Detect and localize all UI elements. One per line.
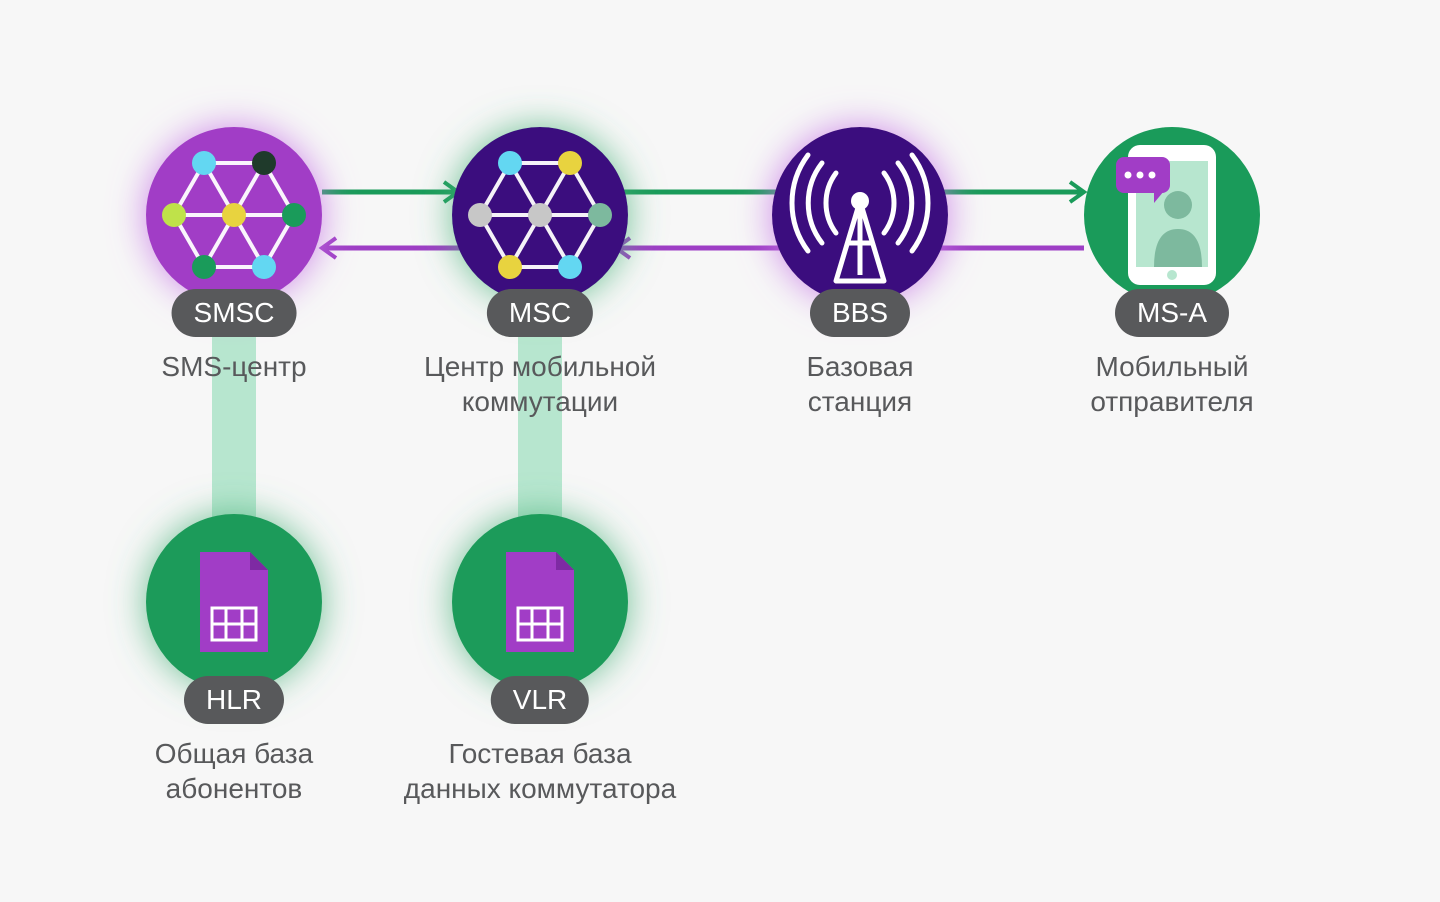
badge-smsc: SMSC: [172, 289, 297, 337]
node-vlr: [452, 514, 628, 690]
node-hlr: [146, 514, 322, 690]
node-bbs: [772, 127, 948, 303]
desc-hlr: Общая база абонентов: [155, 736, 313, 806]
desc-bbs: Базовая станция: [806, 349, 913, 419]
badge-msa: MS-A: [1115, 289, 1229, 337]
badge-vlr: VLR: [491, 676, 589, 724]
desc-vlr: Гостевая база данных коммутатора: [404, 736, 676, 806]
desc-smsc: SMS-центр: [161, 349, 306, 384]
arrow-forward-green: [322, 182, 1084, 202]
desc-msa: Мобильный отправителя: [1090, 349, 1253, 419]
badge-bbs: BBS: [810, 289, 910, 337]
node-msa: [1084, 127, 1260, 303]
diagram-stage: SMSC MSC BBS MS-A HLR VLR SMS-центр Цент…: [0, 0, 1440, 902]
desc-msc: Центр мобильной коммутации: [424, 349, 656, 419]
badge-msc: MSC: [487, 289, 593, 337]
node-msc: [452, 127, 628, 303]
badge-hlr: HLR: [184, 676, 284, 724]
arrow-back-purple: [322, 238, 1084, 258]
node-smsc: [146, 127, 322, 303]
